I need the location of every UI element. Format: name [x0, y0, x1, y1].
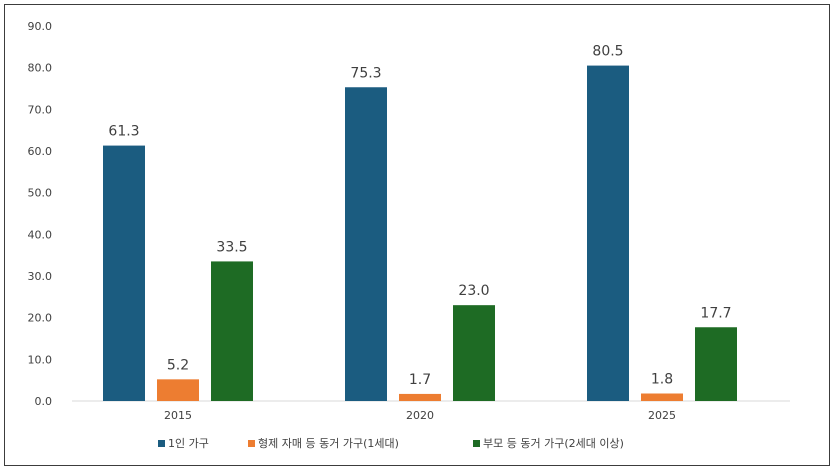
y-tick-label: 30.0: [28, 270, 53, 283]
y-tick-label: 20.0: [28, 312, 53, 325]
x-axis: 2015 2020 2025: [164, 409, 676, 422]
data-label: 23.0: [458, 283, 489, 299]
data-label: 75.3: [350, 65, 381, 81]
legend-label: 1인 가구: [168, 437, 209, 450]
y-tick-label: 60.0: [28, 145, 53, 158]
bar: [453, 305, 495, 401]
x-tick-label: 2015: [164, 409, 192, 422]
bar: [695, 327, 737, 401]
y-tick-label: 80.0: [28, 62, 53, 75]
legend: 1인 가구 형제 자매 등 동거 가구(1세대) 부모 등 동거 가구(2세대 이상…: [158, 437, 624, 450]
data-label: 61.3: [108, 124, 139, 140]
bar: [157, 379, 199, 401]
y-tick-label: 10.0: [28, 353, 53, 366]
bar: [345, 87, 387, 401]
y-tick-label: 70.0: [28, 103, 53, 116]
legend-label: 형제 자매 등 동거 가구(1세대): [258, 437, 399, 450]
data-label: 33.5: [216, 239, 247, 255]
data-label: 5.2: [167, 357, 189, 373]
bars-group: 61.3 5.2 33.5 75.3 1.7 23.0 80.5 1.8 17.7: [103, 44, 737, 401]
data-label: 17.7: [700, 305, 731, 321]
bar: [641, 393, 683, 401]
bar: [103, 145, 145, 401]
data-label: 1.7: [409, 372, 431, 388]
bar: [587, 65, 629, 401]
data-label: 1.8: [651, 372, 673, 388]
legend-label: 부모 등 동거 가구(2세대 이상): [483, 437, 624, 450]
x-tick-label: 2025: [648, 409, 676, 422]
data-label: 80.5: [592, 44, 623, 60]
x-tick-label: 2020: [406, 409, 434, 422]
bar: [211, 261, 253, 401]
legend-swatch: [158, 440, 165, 447]
legend-swatch: [473, 440, 480, 447]
y-tick-label: 40.0: [28, 228, 53, 241]
y-tick-label: 90.0: [28, 20, 53, 33]
y-axis: 0.0 10.0 20.0 30.0 40.0 50.0 60.0 70.0 80.0 90.0: [28, 20, 53, 408]
y-tick-label: 0.0: [35, 395, 53, 408]
y-tick-label: 50.0: [28, 187, 53, 200]
legend-swatch: [248, 440, 255, 447]
bar: [399, 393, 441, 401]
